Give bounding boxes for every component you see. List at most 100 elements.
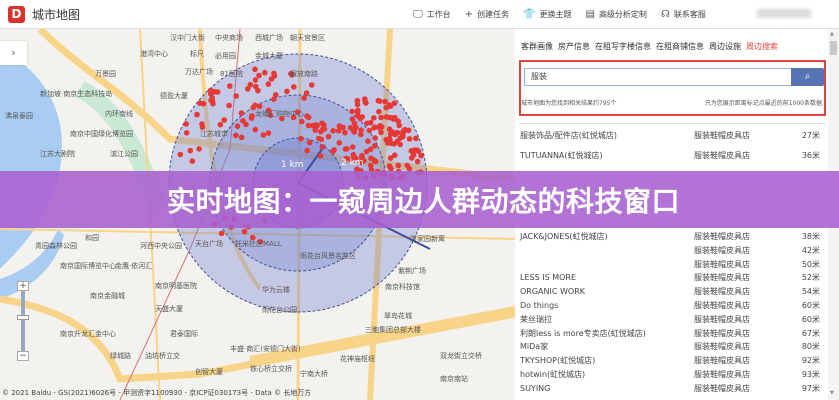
nav-shirt[interactable]: 👕 更换主题 bbox=[523, 9, 571, 20]
crowd-dot bbox=[305, 114, 312, 121]
crowd-dot bbox=[210, 89, 217, 95]
headset-icon: ☊ bbox=[660, 9, 670, 20]
result-distance: 60米 bbox=[801, 301, 820, 310]
result-category: 服装鞋帽皮具店 bbox=[694, 273, 750, 283]
crowd-dot bbox=[358, 131, 364, 138]
result-row[interactable]: MiDa家 服装鞋帽皮具店 80米 bbox=[515, 340, 828, 354]
map-place-label: 金城大厦 bbox=[255, 51, 283, 60]
search-button[interactable]: ⌕ bbox=[791, 68, 824, 86]
crowd-dot bbox=[199, 124, 206, 130]
nav-monitor[interactable]: 🖵 工作台 bbox=[413, 9, 451, 20]
result-row[interactable]: JACK&JONES(虹悦城店) 服装鞋帽皮具店 38米 bbox=[515, 230, 828, 244]
result-name[interactable]: JACK&JONES(虹悦城店) bbox=[520, 232, 608, 241]
nav-document[interactable]: ▤ 高级分析定制 bbox=[585, 9, 646, 20]
result-name[interactable]: 服装饰品/配件店(虹悦城店) bbox=[520, 131, 617, 140]
result-name[interactable]: MiDa家 bbox=[520, 342, 549, 352]
tab-1[interactable]: 房产信息 bbox=[558, 42, 590, 51]
result-name[interactable]: LESS IS MORE bbox=[520, 273, 577, 283]
crowd-dot bbox=[250, 104, 256, 111]
zoom-out-button[interactable]: − bbox=[17, 351, 29, 361]
crowd-dot bbox=[383, 114, 390, 120]
road bbox=[0, 228, 515, 240]
result-row[interactable]: 莱丝瑞拉 服装鞋帽皮具店 60米 bbox=[515, 313, 828, 327]
result-category: 服装鞋帽皮具店 bbox=[694, 356, 750, 366]
crowd-dot bbox=[325, 133, 332, 140]
crowd-dot bbox=[289, 72, 295, 78]
shirt-icon: 👕 bbox=[523, 9, 536, 20]
crowd-dot bbox=[335, 128, 342, 134]
result-row[interactable]: TUTUANNA(虹悦城店) 服装鞋帽皮具店 36米 bbox=[515, 146, 828, 166]
tab-0[interactable]: 客群画像 bbox=[521, 42, 553, 51]
result-distance: 97米 bbox=[801, 383, 820, 393]
result-name[interactable]: Do things bbox=[520, 301, 559, 310]
result-category: 服装鞋帽皮具店 bbox=[694, 232, 750, 241]
map-place-label: 青园森林公园 bbox=[35, 241, 77, 250]
tab-4[interactable]: 周边设施 bbox=[709, 42, 741, 51]
zoom-in-button[interactable]: + bbox=[17, 281, 29, 291]
search-input[interactable]: 服装 bbox=[524, 68, 792, 86]
result-name[interactable]: hotwin(虹悦城店) bbox=[520, 370, 586, 379]
crowd-dot bbox=[350, 151, 357, 158]
zoom-slider-handle[interactable] bbox=[17, 315, 29, 320]
crowd-dot bbox=[265, 107, 272, 114]
crowd-dot bbox=[336, 123, 343, 129]
result-name[interactable]: ORGANIC WORK bbox=[520, 287, 586, 297]
map-place-label: 紫荆广场 bbox=[398, 266, 426, 275]
tab-5[interactable]: 周边搜索 bbox=[746, 42, 778, 51]
crowd-dot bbox=[238, 134, 245, 141]
app-logo[interactable]: D bbox=[8, 5, 25, 23]
search-icon: ⌕ bbox=[804, 71, 811, 82]
result-name[interactable]: 莱丝瑞拉 bbox=[520, 314, 552, 324]
crowd-dot bbox=[312, 127, 319, 133]
result-name[interactable]: TUTUANNA(虹悦城店) bbox=[520, 150, 603, 160]
result-row[interactable]: ORGANIC WORK 服装鞋帽皮具店 54米 bbox=[515, 285, 828, 299]
result-row[interactable]: Do things 服装鞋帽皮具店 60米 bbox=[515, 299, 828, 313]
map-place-label: 雨花台风景名胜区 bbox=[300, 251, 356, 260]
scrollbar-thumb[interactable] bbox=[830, 41, 837, 55]
banner-title: 实时地图：一窥周边人群动态的科技窗口 bbox=[166, 184, 680, 218]
result-name[interactable]: TKYSHOP(虹悦城店) bbox=[520, 356, 596, 366]
result-name[interactable]: 利朗less is more专卖店(虹悦城店) bbox=[520, 328, 646, 338]
crowd-dot bbox=[349, 116, 356, 122]
map-place-label: 滨江公园 bbox=[110, 149, 138, 158]
result-count-text: 城市地图为您找到相关结果约795个 bbox=[521, 100, 617, 107]
crowd-dot bbox=[378, 129, 384, 136]
result-row[interactable]: 服装鞋帽皮具店 50米 bbox=[515, 258, 828, 272]
tab-3[interactable]: 在租商铺信息 bbox=[656, 42, 704, 51]
nav-headset[interactable]: ☊ 联系客服 bbox=[661, 9, 706, 20]
scroll-down-icon[interactable]: ▼ bbox=[830, 390, 834, 396]
crowd-dot bbox=[279, 115, 285, 122]
user-account[interactable] bbox=[757, 9, 811, 18]
result-row[interactable]: TKYSHOP(虹悦城店) 服装鞋帽皮具店 92米 bbox=[515, 354, 828, 368]
result-row[interactable]: SUYING 服装鞋帽皮具店 97米 bbox=[515, 382, 828, 396]
result-row[interactable]: 服装鞋帽皮具店 42米 bbox=[515, 244, 828, 258]
crowd-dot bbox=[386, 126, 393, 132]
result-distance: 54米 bbox=[801, 287, 820, 297]
zoom-slider-track[interactable] bbox=[21, 291, 25, 351]
road bbox=[37, 29, 515, 183]
result-row[interactable]: LESS IS MORE 服装鞋帽皮具店 52米 bbox=[515, 271, 828, 285]
crowd-dot bbox=[372, 135, 379, 141]
result-row[interactable]: 服装饰品/配件店(虹悦城店) 服装鞋帽皮具店 27米 bbox=[515, 126, 828, 146]
expand-panel-button[interactable]: › bbox=[0, 41, 27, 65]
result-row[interactable]: 利朗less is more专卖店(虹悦城店) 服装鞋帽皮具店 67米 bbox=[515, 327, 828, 341]
crowd-dot bbox=[260, 132, 267, 138]
crowd-dot bbox=[233, 132, 239, 139]
crowd-dot bbox=[330, 148, 336, 155]
nav-label: 更换主题 bbox=[539, 10, 572, 19]
crowd-dot bbox=[233, 93, 239, 99]
map-place-label: 81医院 bbox=[220, 69, 243, 78]
document-icon: ▤ bbox=[585, 9, 595, 20]
scroll-up-icon[interactable]: ▲ bbox=[830, 31, 834, 37]
result-distance: 27米 bbox=[801, 131, 820, 140]
nav-plus[interactable]: + 创建任务 bbox=[465, 9, 509, 20]
crowd-dot bbox=[218, 230, 225, 237]
tab-2[interactable]: 在租写字楼信息 bbox=[595, 42, 651, 51]
result-row[interactable]: hotwin(虹悦城店) 服装鞋帽皮具店 93米 bbox=[515, 368, 828, 382]
result-name[interactable]: SUYING bbox=[520, 383, 551, 393]
map-place-label: 南京南站 bbox=[440, 374, 468, 383]
crowd-dot bbox=[189, 158, 196, 164]
nav-label: 高级分析定制 bbox=[598, 10, 647, 19]
crowd-dot bbox=[404, 162, 411, 169]
crowd-dot bbox=[299, 118, 305, 125]
